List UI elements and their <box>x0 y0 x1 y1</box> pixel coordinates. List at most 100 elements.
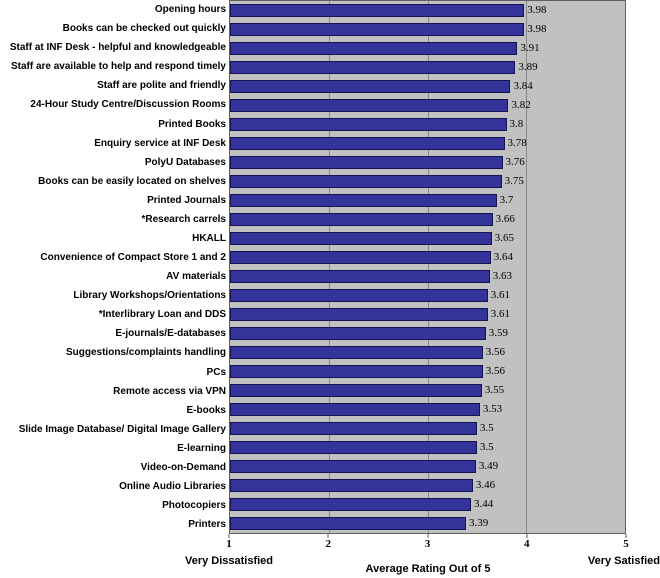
bar-row: 3.7 <box>230 191 625 210</box>
bar <box>230 42 518 55</box>
bar <box>230 479 473 492</box>
bar <box>230 498 471 511</box>
bar-row: 3.63 <box>230 267 625 286</box>
bar-row: 3.98 <box>230 20 625 39</box>
bar-row: 3.61 <box>230 286 625 305</box>
category-label: Staff are available to help and respond … <box>10 61 226 73</box>
bar <box>230 156 503 169</box>
axis-tick-mark <box>327 534 329 538</box>
category-label: Printed Books <box>158 118 226 130</box>
value-label: 3.98 <box>527 4 547 16</box>
axis-tick-mark <box>228 534 230 538</box>
bar-row: 3.98 <box>230 1 625 20</box>
value-label: 3.61 <box>490 289 510 301</box>
category-label: HKALL <box>192 232 226 244</box>
axis-caption-very-satisfied: Very Satisfied <box>587 555 660 567</box>
bar-row: 3.46 <box>230 476 625 495</box>
bar <box>230 4 525 17</box>
axis-tick-marks <box>228 534 627 538</box>
axis-tick-label: 4 <box>524 538 530 550</box>
value-label: 3.98 <box>527 23 547 35</box>
bar <box>230 137 505 150</box>
value-label: 3.56 <box>485 365 506 377</box>
value-label: 3.91 <box>520 42 540 54</box>
gridlines <box>230 1 625 533</box>
x-axis-title: Average Rating Out of 5 <box>365 563 491 575</box>
axis-tick-mark <box>526 534 528 538</box>
value-label: 3.5 <box>479 441 494 453</box>
bar <box>230 289 488 302</box>
value-label: 3.66 <box>495 213 515 225</box>
category-label: Printers <box>188 519 226 531</box>
axis-tick-label: 5 <box>623 538 629 550</box>
bar-row: 3.59 <box>230 324 625 343</box>
bar <box>230 232 492 245</box>
value-label: 3.61 <box>490 308 510 320</box>
bar-row: 3.44 <box>230 495 625 514</box>
bar <box>230 517 466 530</box>
category-label: Convenience of Compact Store 1 and 2 <box>40 252 226 264</box>
category-label: *Research carrels <box>141 213 226 225</box>
axis-caption-very-dissatisfied: Very Dissatisfied <box>184 555 274 567</box>
category-label: Staff are polite and friendly <box>97 80 226 92</box>
category-label: Books can be checked out quickly <box>62 23 226 35</box>
bar <box>230 118 507 131</box>
axis-tick-label: 3 <box>424 538 431 550</box>
bar-row: 3.53 <box>230 400 625 419</box>
axis-tick-mark <box>625 534 627 538</box>
bar <box>230 441 477 454</box>
bar <box>230 23 525 36</box>
bar-row: 3.66 <box>230 210 625 229</box>
category-label: Photocopiers <box>162 500 226 512</box>
bar <box>230 403 480 416</box>
bar-row: 3.5 <box>230 438 625 457</box>
category-label: Slide Image Database/ Digital Image Gall… <box>18 423 226 435</box>
bar-row: 3.82 <box>230 96 625 115</box>
bar <box>230 384 482 397</box>
bar <box>230 327 486 340</box>
value-label: 3.46 <box>475 479 496 491</box>
category-label: E-learning <box>177 442 226 454</box>
category-labels: Opening hours Books can be checked out qu… <box>0 0 226 534</box>
bar-row: 3.91 <box>230 39 625 58</box>
category-label: Online Audio Libraries <box>119 480 226 492</box>
gridline <box>328 1 330 533</box>
axis-tick-label: 2 <box>325 538 332 550</box>
value-label: 3.78 <box>507 137 527 149</box>
category-label: Suggestions/complaints handling <box>65 347 226 359</box>
bar-row: 3.55 <box>230 381 625 400</box>
category-label: 24-Hour Study Centre/Discussion Rooms <box>30 99 226 111</box>
bar-rows: 3.98 3.98 3.91 3.89 3.84 3.82 3.8 3.78 3.76 3.75 3… <box>230 1 625 533</box>
value-label: 3.44 <box>473 498 494 510</box>
value-label: 3.8 <box>509 118 524 130</box>
bar-row: 3.89 <box>230 58 625 77</box>
category-label: Opening hours <box>154 4 226 16</box>
category-label: AV materials <box>166 271 226 283</box>
value-label: 3.5 <box>479 422 494 434</box>
bar-row: 3.84 <box>230 77 625 96</box>
category-label: Library Workshops/Orientations <box>73 290 226 302</box>
bar <box>230 270 490 283</box>
bar <box>230 422 477 435</box>
bar-row: 3.61 <box>230 305 625 324</box>
category-label: PolyU Databases <box>144 156 226 168</box>
axis-tick-mark <box>427 534 428 538</box>
axis-tick-label: 1 <box>226 538 232 550</box>
value-label: 3.49 <box>478 460 499 472</box>
bar <box>230 251 491 264</box>
bar-row: 3.76 <box>230 153 625 172</box>
bar <box>230 213 493 226</box>
category-label: PCs <box>206 366 226 378</box>
value-label: 3.59 <box>488 327 508 339</box>
gridline <box>427 1 429 533</box>
bar-row: 3.65 <box>230 229 625 248</box>
value-label: 3.53 <box>482 403 503 415</box>
bar <box>230 80 511 93</box>
category-label: E-books <box>186 404 226 416</box>
category-label: *Interlibrary Loan and DDS <box>98 309 226 321</box>
category-label: E-journals/E-databases <box>115 328 226 340</box>
value-label: 3.65 <box>494 232 514 244</box>
category-label: Enquiry service at INF Desk <box>94 137 226 149</box>
bar <box>230 61 516 74</box>
